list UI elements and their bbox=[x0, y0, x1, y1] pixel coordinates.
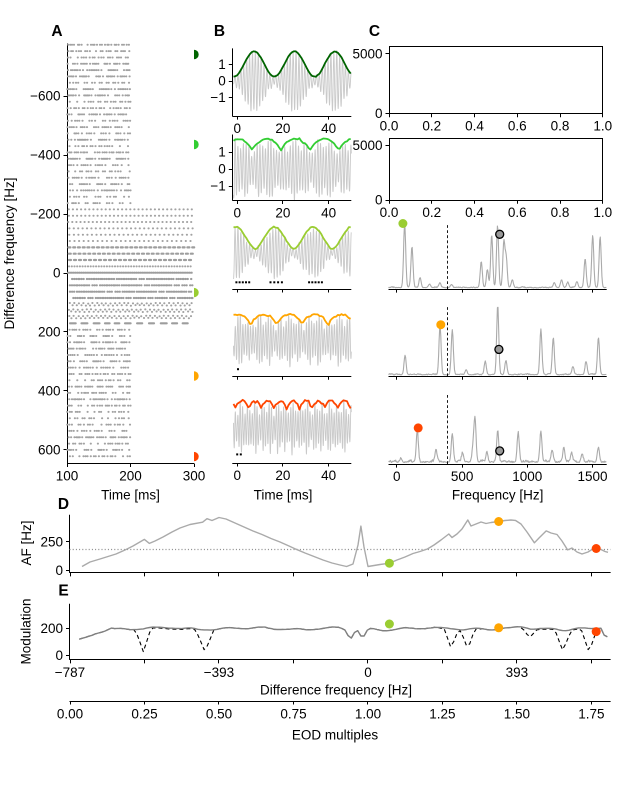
svg-text:40: 40 bbox=[321, 468, 336, 483]
svg-text:400: 400 bbox=[38, 383, 61, 398]
svg-text:0: 0 bbox=[233, 206, 241, 221]
svg-text:Time [ms]: Time [ms] bbox=[254, 487, 313, 502]
svg-text:0: 0 bbox=[218, 74, 226, 89]
svg-text:200: 200 bbox=[119, 469, 142, 484]
svg-text:1.25: 1.25 bbox=[429, 707, 455, 722]
svg-text:−1: −1 bbox=[210, 90, 225, 105]
svg-text:250: 250 bbox=[40, 534, 63, 549]
svg-text:1000: 1000 bbox=[512, 469, 542, 484]
svg-text:40: 40 bbox=[321, 206, 336, 221]
svg-text:1.0: 1.0 bbox=[593, 205, 612, 220]
svg-text:5000: 5000 bbox=[352, 138, 382, 153]
svg-text:C: C bbox=[369, 23, 380, 40]
svg-text:0.6: 0.6 bbox=[508, 119, 527, 134]
svg-text:−1: −1 bbox=[210, 179, 225, 194]
svg-text:0.8: 0.8 bbox=[551, 205, 570, 220]
svg-text:1.75: 1.75 bbox=[578, 707, 604, 722]
svg-text:0: 0 bbox=[218, 162, 226, 177]
svg-text:−400: −400 bbox=[30, 148, 60, 163]
svg-text:D: D bbox=[58, 496, 69, 513]
svg-text:0.4: 0.4 bbox=[465, 205, 484, 220]
svg-text:EOD multiples: EOD multiples bbox=[292, 728, 379, 743]
svg-text:100: 100 bbox=[56, 469, 79, 484]
svg-text:Time [ms]: Time [ms] bbox=[101, 487, 160, 502]
svg-text:40: 40 bbox=[321, 121, 336, 136]
svg-text:−200: −200 bbox=[30, 207, 60, 222]
svg-text:1: 1 bbox=[218, 145, 226, 160]
svg-text:1500: 1500 bbox=[577, 469, 607, 484]
svg-text:0: 0 bbox=[375, 106, 383, 121]
svg-text:0: 0 bbox=[364, 665, 372, 680]
svg-text:0: 0 bbox=[393, 469, 401, 484]
svg-text:20: 20 bbox=[275, 206, 290, 221]
svg-text:0.00: 0.00 bbox=[57, 707, 83, 722]
svg-text:5000: 5000 bbox=[352, 46, 382, 61]
svg-text:0.2: 0.2 bbox=[422, 119, 441, 134]
svg-text:0.50: 0.50 bbox=[206, 707, 232, 722]
svg-text:300: 300 bbox=[183, 469, 206, 484]
svg-text:−600: −600 bbox=[30, 89, 60, 104]
svg-text:B: B bbox=[214, 23, 225, 40]
svg-text:0: 0 bbox=[55, 648, 63, 663]
svg-text:1.00: 1.00 bbox=[355, 707, 381, 722]
svg-text:393: 393 bbox=[506, 665, 529, 680]
svg-text:Modulation: Modulation bbox=[19, 598, 34, 664]
svg-text:0.25: 0.25 bbox=[131, 707, 157, 722]
svg-text:1.50: 1.50 bbox=[504, 707, 530, 722]
svg-text:0.0: 0.0 bbox=[380, 205, 399, 220]
svg-text:0.75: 0.75 bbox=[280, 707, 306, 722]
svg-text:600: 600 bbox=[38, 442, 61, 457]
svg-text:Difference frequency [Hz]: Difference frequency [Hz] bbox=[260, 682, 412, 697]
svg-text:0: 0 bbox=[233, 121, 241, 136]
svg-text:−393: −393 bbox=[204, 665, 234, 680]
svg-text:0.6: 0.6 bbox=[508, 205, 527, 220]
svg-text:A: A bbox=[51, 23, 62, 40]
svg-text:1: 1 bbox=[218, 57, 226, 72]
svg-text:AF [Hz]: AF [Hz] bbox=[19, 520, 34, 565]
svg-text:200: 200 bbox=[38, 324, 61, 339]
svg-text:0: 0 bbox=[53, 266, 61, 281]
svg-text:Difference frequency [Hz]: Difference frequency [Hz] bbox=[2, 177, 17, 329]
svg-text:0: 0 bbox=[233, 468, 241, 483]
svg-text:−787: −787 bbox=[55, 665, 85, 680]
svg-text:0.8: 0.8 bbox=[551, 119, 570, 134]
svg-text:0: 0 bbox=[55, 563, 63, 578]
svg-text:20: 20 bbox=[275, 468, 290, 483]
svg-text:E: E bbox=[58, 583, 68, 600]
svg-text:Frequency [Hz]: Frequency [Hz] bbox=[452, 487, 544, 502]
svg-text:0.4: 0.4 bbox=[465, 119, 484, 134]
svg-text:500: 500 bbox=[451, 469, 474, 484]
svg-text:0.0: 0.0 bbox=[380, 119, 399, 134]
svg-text:1.0: 1.0 bbox=[593, 119, 612, 134]
svg-text:0: 0 bbox=[375, 193, 383, 208]
svg-text:20: 20 bbox=[275, 121, 290, 136]
svg-text:0.2: 0.2 bbox=[422, 205, 441, 220]
svg-text:200: 200 bbox=[40, 621, 63, 636]
